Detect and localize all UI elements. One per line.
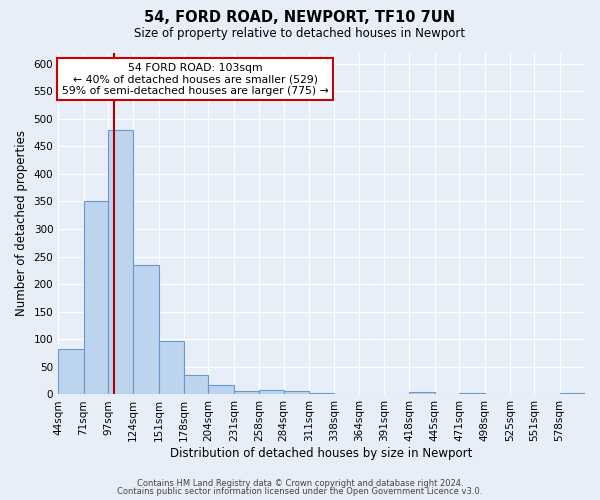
Bar [409, 392, 435, 394]
Text: 54, FORD ROAD, NEWPORT, TF10 7UN: 54, FORD ROAD, NEWPORT, TF10 7UN [145, 10, 455, 25]
Text: 54 FORD ROAD: 103sqm
← 40% of detached houses are smaller (529)
59% of semi-deta: 54 FORD ROAD: 103sqm ← 40% of detached h… [62, 63, 329, 96]
Bar [259, 390, 284, 394]
Y-axis label: Number of detached properties: Number of detached properties [15, 130, 28, 316]
Bar [560, 393, 585, 394]
Bar [234, 390, 259, 394]
X-axis label: Distribution of detached houses by size in Newport: Distribution of detached houses by size … [170, 447, 473, 460]
Bar [158, 341, 184, 394]
Bar [309, 393, 334, 394]
Text: Contains HM Land Registry data © Crown copyright and database right 2024.: Contains HM Land Registry data © Crown c… [137, 478, 463, 488]
Text: Size of property relative to detached houses in Newport: Size of property relative to detached ho… [134, 28, 466, 40]
Text: Contains public sector information licensed under the Open Government Licence v3: Contains public sector information licen… [118, 487, 482, 496]
Bar [133, 265, 158, 394]
Bar [208, 385, 234, 394]
Bar [284, 391, 309, 394]
Bar [108, 130, 133, 394]
Bar [184, 375, 208, 394]
Bar [58, 348, 83, 395]
Bar [459, 393, 485, 394]
Bar [83, 202, 108, 394]
